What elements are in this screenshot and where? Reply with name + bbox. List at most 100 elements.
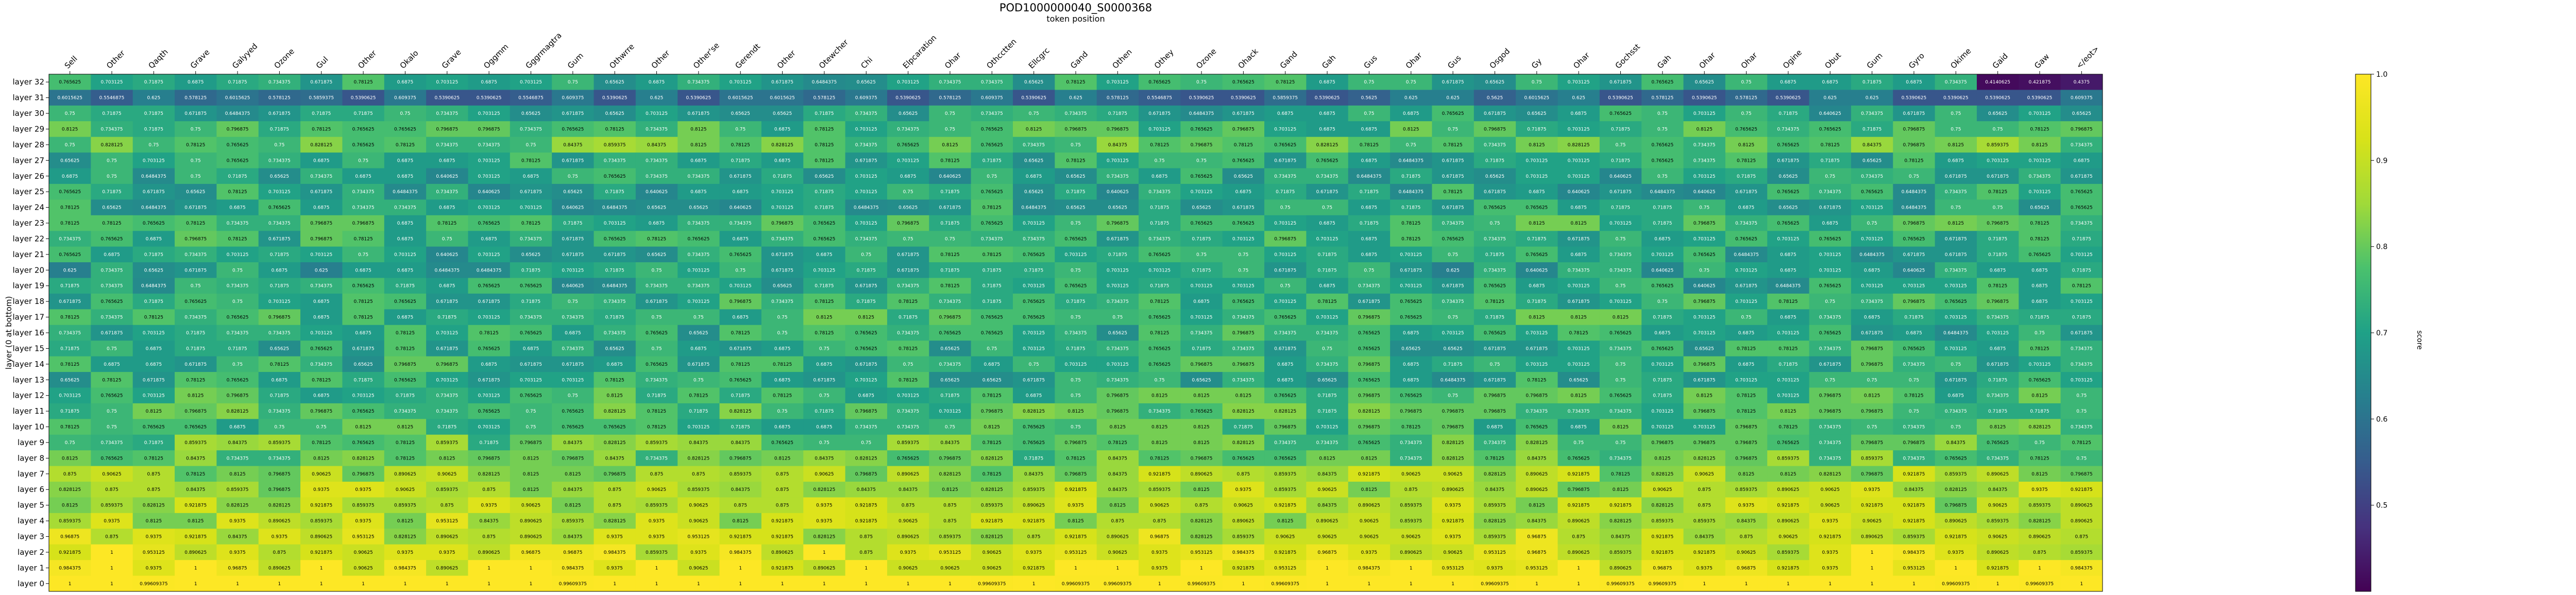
heatmap-cell-value: 0.765625: [1358, 378, 1380, 383]
heatmap-cell: [49, 74, 91, 90]
heatmap-cell-value: 0.640625: [730, 206, 752, 211]
heatmap-cell-value: 0.84375: [731, 440, 750, 446]
heatmap-cell: [1264, 199, 1307, 216]
heatmap-cell-value: 0.6015625: [770, 96, 795, 101]
heatmap-cell: [426, 278, 468, 294]
heatmap-cell: [1306, 168, 1349, 184]
heatmap-cell: [1725, 183, 1768, 200]
colorbar-tick-label: 1.0: [2376, 71, 2387, 79]
y-tick-label: layer 19: [13, 281, 45, 291]
heatmap-cell: [929, 231, 972, 247]
heatmap-cell-value: 0.71875: [1988, 252, 2007, 258]
heatmap-cell-value: 0.671875: [143, 378, 165, 383]
heatmap-cell-value: 1: [236, 582, 239, 587]
heatmap-cell-value: 0.625: [63, 268, 77, 273]
heatmap-cell: [1641, 215, 1684, 231]
heatmap-cell-value: 0.71875: [1108, 252, 1127, 258]
heatmap-cell: [1893, 121, 1936, 138]
heatmap-cell: [510, 293, 552, 310]
heatmap-cell-value: 0.734375: [2071, 362, 2093, 367]
heatmap-cell-value: 0.765625: [981, 331, 1003, 336]
heatmap-cell-value: 0.734375: [562, 346, 584, 351]
heatmap-cell-value: 0.890625: [436, 566, 458, 571]
heatmap-cell: [1348, 137, 1391, 153]
heatmap-cell-value: 0.6875: [816, 252, 833, 258]
heatmap-cell-value: 0.78125: [353, 236, 372, 242]
heatmap-cell-value: 1: [1703, 582, 1706, 587]
heatmap-cell-value: 0.796875: [1232, 127, 1255, 132]
heatmap-cell-value: 0.6875: [188, 80, 204, 85]
heatmap-cell-value: 0.71875: [940, 221, 959, 226]
heatmap-cell-value: 0.6875: [1570, 252, 1587, 258]
heatmap-cell-value: 0.953125: [1065, 550, 1087, 555]
heatmap-cell: [1725, 105, 1768, 122]
heatmap-cell: [635, 168, 678, 184]
heatmap-cell-value: 0.75: [735, 268, 745, 273]
heatmap-cell: [635, 262, 678, 279]
heatmap-cell: [1432, 215, 1475, 231]
heatmap-cell-value: 0.953125: [1274, 566, 1296, 571]
heatmap-cell-value: 0.796875: [1065, 472, 1087, 477]
heatmap-cell-value: 0.75: [107, 409, 117, 414]
x-tick-label: Other'se: [691, 41, 721, 71]
heatmap-cell: [49, 105, 91, 122]
heatmap-cell: [594, 293, 636, 310]
heatmap-cell-value: 0.765625: [897, 143, 919, 148]
heatmap-cell-value: 0.8125: [1613, 425, 1629, 430]
heatmap-cell-value: 0.8125: [606, 394, 623, 399]
heatmap-cell-value: 0.6875: [649, 80, 665, 85]
heatmap-cell-value: 0.75: [1071, 143, 1081, 148]
heatmap-cell: [594, 246, 636, 263]
heatmap-cell-value: 1: [487, 566, 490, 571]
heatmap-cell-value: 0.75: [526, 143, 536, 148]
heatmap-cell-value: 0.890625: [1107, 535, 1129, 540]
heatmap-cell-value: 0.6875: [1822, 80, 1838, 85]
heatmap-cell: [1516, 152, 1558, 169]
heatmap-cell-value: 0.765625: [1903, 346, 1925, 351]
heatmap-cell-value: 0.75: [1699, 268, 1709, 273]
heatmap-cell-value: 0.609375: [394, 96, 416, 101]
heatmap-cell: [1809, 199, 1852, 216]
heatmap-cell-value: 0.734375: [939, 299, 961, 304]
heatmap-cell-value: 0.796875: [1107, 394, 1129, 399]
heatmap-cell-value: 0.734375: [436, 394, 458, 399]
heatmap-cell: [594, 105, 636, 122]
heatmap-cell-value: 0.5546875: [518, 96, 544, 101]
y-tick-label: layer 25: [13, 187, 45, 196]
heatmap-cell-value: 0.890625: [1568, 550, 1590, 555]
heatmap-cell-value: 0.828125: [1484, 519, 1506, 524]
heatmap-cell: [1641, 152, 1684, 169]
heatmap-cell-value: 0.75: [1071, 268, 1081, 273]
heatmap-cell-value: 0.6875: [1822, 221, 1838, 226]
heatmap-cell-value: 0.78125: [144, 315, 163, 320]
heatmap-cell: [510, 183, 552, 200]
heatmap-cell-value: 0.734375: [771, 236, 793, 242]
heatmap-cell: [1516, 262, 1558, 279]
heatmap-cell-value: 0.84375: [857, 487, 876, 492]
heatmap-cell: [1725, 90, 1768, 106]
heatmap-cell: [761, 215, 804, 231]
heatmap-cell-value: 0.703125: [436, 378, 458, 383]
heatmap-cell-value: 0.796875: [1903, 299, 1925, 304]
heatmap-cell-value: 0.65625: [270, 346, 289, 351]
heatmap-cell-value: 0.6875: [690, 346, 707, 351]
heatmap-cell-value: 0.6875: [1277, 362, 1294, 367]
heatmap-cell: [1012, 168, 1055, 184]
heatmap-cell-value: 0.6875: [816, 425, 833, 430]
heatmap-cell-value: 0.765625: [1651, 80, 1673, 85]
heatmap-cell-value: 1: [1410, 566, 1413, 571]
heatmap-cell-value: 0.703125: [1735, 299, 1757, 304]
heatmap-cell-value: 0.96875: [521, 550, 540, 555]
heatmap-cell: [635, 199, 678, 216]
heatmap-cell-value: 0.734375: [1274, 331, 1296, 336]
heatmap-cell: [216, 74, 259, 90]
heatmap-cell: [1683, 152, 1726, 169]
heatmap-cell: [1599, 137, 1642, 153]
heatmap-cell: [1180, 121, 1223, 138]
heatmap-cell-value: 0.6875: [146, 236, 162, 242]
heatmap-cell-value: 0.734375: [184, 315, 207, 320]
heatmap-cell: [91, 199, 133, 216]
heatmap-cell: [1935, 168, 1977, 184]
heatmap-cell-value: 0.90625: [815, 472, 834, 477]
heatmap-cell: [719, 183, 762, 200]
